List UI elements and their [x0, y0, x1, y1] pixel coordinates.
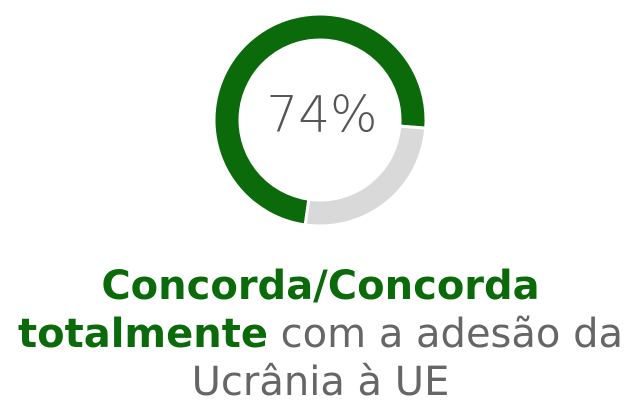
caption-highlight: Concorda/Concorda totalmente — [17, 263, 540, 357]
donut-segment — [212, 12, 428, 227]
center-label: 74% — [266, 86, 377, 144]
caption-text: com a adesão da Ucrânia à UE — [191, 311, 623, 405]
donut-segment — [303, 124, 428, 228]
chart: 74% — [212, 12, 428, 228]
caption: Concorda/Concorda totalmente com a adesã… — [10, 262, 631, 406]
